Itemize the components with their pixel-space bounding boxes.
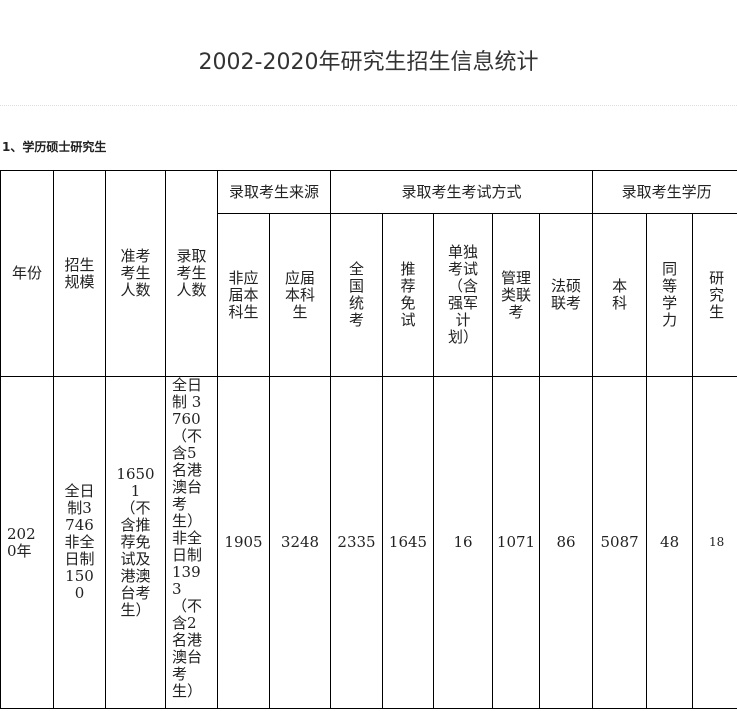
cell-source-nonfresh: 1905 [217,376,270,709]
header-exam-separate: 单独考试（含强军计划） [433,213,494,377]
table-row: 2020年 全日制3746非全日制1500 16501（不含推荐免试及港澳台考生… [0,376,737,709]
cell-edu-equivalent: 48 [646,376,694,709]
header-edu-graduate: 研究生 [692,213,737,377]
section-title: 1、学历硕士研究生 [2,140,107,154]
header-source-nonfresh: 非应届本科生 [217,213,270,377]
cell-exam-national: 2335 [330,376,384,709]
header-scale: 招生规模 [53,170,106,377]
header-exam-national: 全国统考 [330,213,384,377]
header-exam-law: 法硕联考 [539,213,594,377]
header-exam-management: 管理类联考 [492,213,541,377]
cell-exam-recommend: 1645 [382,376,435,709]
cell-scale: 全日制3746非全日制1500 [53,376,106,709]
header-group-edu: 录取考生学历 [592,170,737,214]
header-group-exam: 录取考生考试方式 [330,170,594,214]
divider [0,105,737,106]
cell-applicants: 16501（不含推荐免试及港澳台考生） [105,376,166,709]
header-edu-bachelor: 本科 [592,213,648,377]
cell-exam-management: 1071 [492,376,541,709]
header-edu-equivalent: 同等学力 [646,213,694,377]
header-admitted: 录取考生人数 [165,170,218,377]
header-group-source: 录取考生来源 [216,170,332,214]
cell-exam-law: 86 [539,376,594,709]
header-applicants: 准考考生人数 [105,170,166,377]
cell-edu-graduate: 18 [692,376,737,709]
cell-admitted: 全日制 3760（不含5名港澳台考生）非全日制1393（不含2名港澳台考生） [165,376,218,709]
cell-exam-separate: 16 [433,376,494,709]
header-source-fresh: 应届本科生 [268,213,332,377]
admissions-table: 年份 招生规模 准考考生人数 录取考生人数 录取考生来源 录取考生考试方式 录取… [0,170,737,709]
page-title: 2002-2020年研究生招生信息统计 [198,50,539,75]
header-year: 年份 [0,170,54,377]
cell-year: 2020年 [0,376,54,709]
header-exam-recommend: 推荐免试 [382,213,435,377]
cell-source-fresh: 3248 [268,376,332,709]
cell-edu-bachelor: 5087 [592,376,648,709]
